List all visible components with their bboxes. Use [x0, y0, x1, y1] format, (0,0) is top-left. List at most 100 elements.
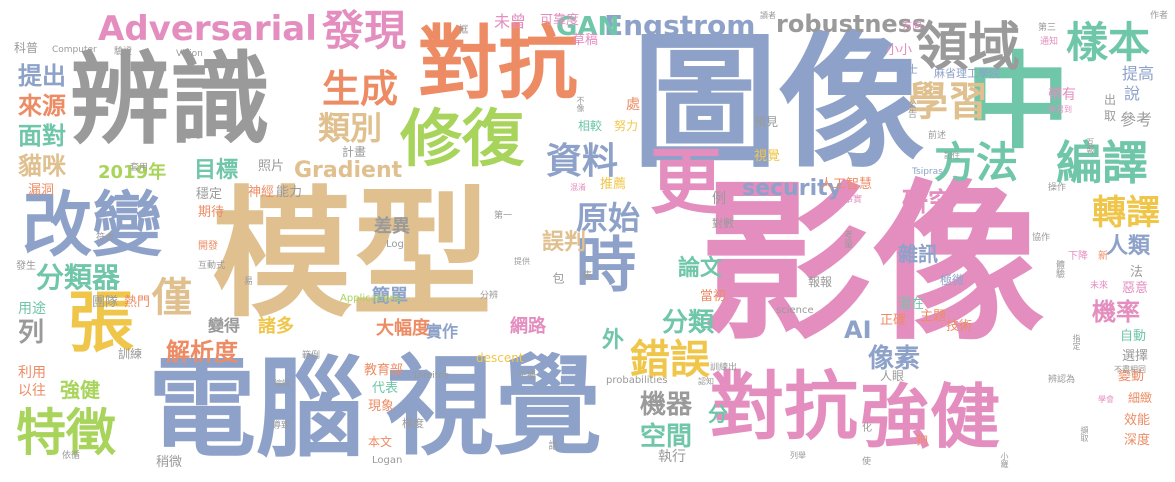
- word-kaochang: 考量: [842, 230, 852, 248]
- word-yuanshi: 原始: [576, 199, 641, 237]
- word-cankao: 參考: [1120, 110, 1153, 129]
- word-miandui: 面對: [18, 122, 66, 150]
- word-jiqi: 機器: [640, 390, 693, 420]
- word-tuijian: 推薦: [600, 177, 627, 192]
- word-tsipras: Tsipras: [912, 167, 943, 177]
- word-hudongshi: 互動式: [198, 261, 226, 271]
- word-moxing: 模型: [212, 174, 493, 337]
- word-remen: 熱門: [124, 295, 151, 310]
- word-xiangjiao: 相較: [578, 119, 603, 133]
- word-shendu: 深度: [1124, 433, 1151, 448]
- word-geng: 更: [650, 140, 723, 224]
- word-adversarial: Adversarial: [98, 9, 317, 49]
- word-hubao: 互報: [1086, 138, 1095, 154]
- word-shijue-small: 視覺: [754, 149, 781, 164]
- word-gradient: Gradient: [294, 158, 403, 183]
- word-li: 例: [712, 191, 726, 207]
- word-yongtu: 用途: [18, 301, 46, 317]
- word-shaowei: 稍微: [156, 455, 183, 470]
- word-zaxun: 雜訊: [898, 242, 938, 266]
- word-logan: Logan: [372, 455, 403, 466]
- word-dao: 導致: [272, 421, 291, 431]
- word-xiezuo: 協作: [1032, 233, 1051, 243]
- word-shengcheng: 生成: [322, 67, 399, 111]
- word-yi: 易: [244, 277, 254, 287]
- word-ji-small: 集: [580, 270, 591, 280]
- word-fenfang: 分辨: [480, 291, 499, 301]
- word-fenleiqi: 分類器: [36, 261, 121, 294]
- word-xuexi: 學習: [908, 79, 988, 125]
- word-shenlie: 縮短: [274, 379, 290, 388]
- word-boshi: 博士: [896, 63, 918, 76]
- word-qianshu: 前述: [928, 131, 947, 141]
- word-daibiao: 代表: [372, 381, 399, 396]
- word-sikao: 思考: [184, 131, 203, 141]
- word-xiaoxiao: 小小: [886, 43, 913, 58]
- word-lingyu: 領域: [916, 18, 1021, 78]
- word-diannao: 電腦: [148, 347, 365, 472]
- word-yujian: 預見: [754, 115, 779, 129]
- word-renyan: 人眼: [880, 369, 905, 383]
- word-qidai: 期待: [198, 205, 225, 220]
- word-bianyi: 編譯: [1056, 136, 1148, 190]
- word-weiceng: 未曾: [494, 12, 527, 31]
- word-zhong: 中: [966, 41, 1071, 163]
- word-biandong: 變動: [1118, 369, 1145, 384]
- word-kepu: 科普: [14, 41, 39, 55]
- word-xuehui: 學會: [1098, 395, 1114, 404]
- word-zhiding: 指定: [1072, 334, 1081, 350]
- word-xuepu: 學習到: [1048, 105, 1072, 114]
- word-yihui: 依循: [62, 451, 81, 461]
- word-qianzai: 潛在: [898, 297, 925, 312]
- word-fangxiang: 方向: [902, 21, 922, 32]
- word-lunwen: 論文: [678, 256, 723, 281]
- word-hundang: 混淆: [570, 183, 586, 192]
- word-zhuduo: 諸多: [258, 316, 294, 337]
- word-wupan: 誤判: [542, 230, 587, 255]
- word-yanjiu: 研究: [902, 188, 955, 218]
- word-gantu: 干擾: [518, 371, 537, 381]
- word-jiexidu: 解析度: [166, 338, 238, 366]
- word-fangfa: 方法: [934, 138, 1019, 187]
- word-xiangsu: 像素: [868, 344, 921, 374]
- word-wentding: 穩定: [196, 187, 223, 202]
- word-caogao: 草稿: [572, 33, 599, 48]
- word-jiqi-big: 機率: [1092, 298, 1140, 326]
- word-yiwang: 以往: [18, 383, 46, 399]
- word-jiyi: 記住: [944, 151, 960, 160]
- word-renlei: 人類: [1106, 234, 1151, 259]
- word-kaifang: 開發: [198, 241, 218, 252]
- word-bianshi: 辨識: [70, 41, 270, 158]
- word-kekaodu: 可靠度: [540, 13, 580, 28]
- word-cuowu: 錯誤: [630, 337, 710, 383]
- word-huo: 話: [546, 440, 557, 450]
- word-zhixing: 執行: [658, 449, 686, 465]
- word-xiufu: 修復: [400, 102, 525, 175]
- word-duikang-bottom: 對抗: [710, 364, 858, 450]
- word-mashengli: 麻省理工學院: [934, 67, 1000, 80]
- word-jihua: 計畫: [342, 145, 367, 159]
- word-diyi: 第一: [494, 211, 513, 221]
- word-fen: 分: [708, 402, 728, 426]
- word-tiqu: 擷取: [1080, 426, 1089, 442]
- word-ji2: 辨認為: [1048, 375, 1076, 385]
- word-ziliao: 資料: [546, 141, 619, 182]
- word-rengongzhineng: 人工智慧: [820, 177, 873, 192]
- word-faxian: 發現: [322, 6, 407, 55]
- word-jin: 僅: [152, 275, 192, 321]
- word-weilai: 未來: [1090, 281, 1109, 291]
- word-shiyong: 事實: [844, 195, 863, 205]
- word-descent: descent: [476, 351, 524, 365]
- word-buxiang: 不像: [576, 96, 585, 112]
- word-tuandui: 團隊: [92, 295, 119, 310]
- word-year2019: 2019年: [98, 162, 167, 183]
- word-tigao: 提高: [1122, 64, 1155, 83]
- word-applications: Applications: [340, 293, 402, 304]
- word-security: security: [742, 176, 842, 201]
- word-tichu: 提出: [18, 62, 66, 90]
- word-gou: 狗: [916, 433, 929, 447]
- word-shijue: 視覺: [386, 345, 603, 470]
- word-jishu: 技術: [946, 319, 973, 334]
- word-buxu: 不盡相同: [1114, 365, 1146, 374]
- word-xianxiang: 現象: [368, 399, 395, 414]
